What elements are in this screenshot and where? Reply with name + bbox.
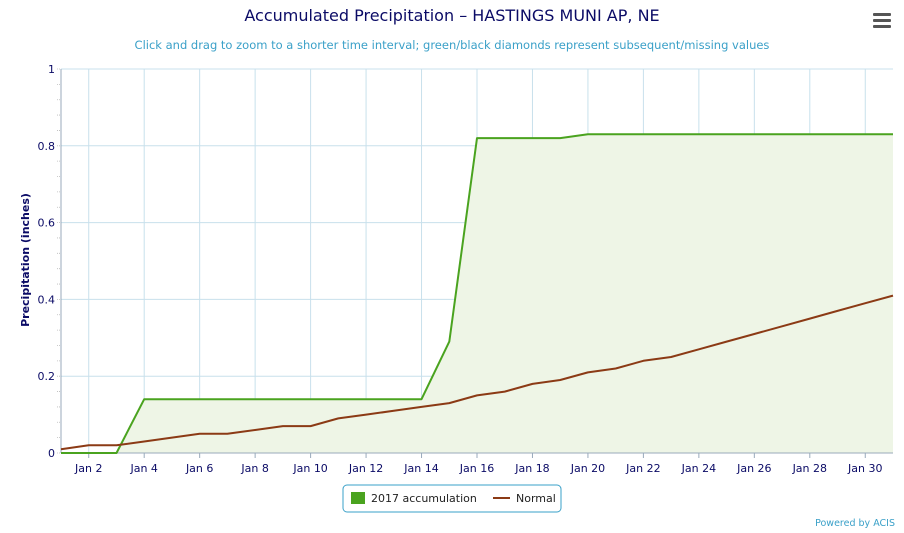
- legend-label-2017[interactable]: 2017 accumulation: [371, 492, 477, 505]
- legend-swatch-2017: [351, 492, 365, 504]
- x-tick-label: Jan 14: [403, 462, 438, 475]
- y-tick-label: 0: [48, 447, 55, 460]
- tick-labels: Jan 2 Jan 4 Jan 6 Jan 8 Jan 10 Jan 12 Jan 14 Ja…: [38, 63, 883, 475]
- series-lines: [60, 133, 894, 454]
- legend-box: [342, 484, 562, 513]
- x-tick-label: Jan 8: [240, 462, 268, 475]
- x-tick-label: Jan 28: [792, 462, 827, 475]
- legend-label-normal[interactable]: Normal: [516, 492, 556, 505]
- y-tick-label: 0.4: [38, 293, 56, 306]
- y-tick-label: 1: [48, 63, 55, 76]
- x-tick-label: Jan 30: [847, 462, 882, 475]
- x-tick-label: Jan 4: [129, 462, 157, 475]
- x-tick-label: Jan 2: [74, 462, 102, 475]
- area-layer: [61, 134, 893, 454]
- y-axis-label: Precipitation (inches): [19, 193, 32, 327]
- hamburger-menu-icon[interactable]: [873, 13, 891, 29]
- legend[interactable]: 2017 accumulation Normal: [342, 484, 562, 513]
- y-tick-label: 0.2: [38, 370, 56, 383]
- series-line-0: [61, 133, 893, 454]
- x-tick-label: Jan 20: [570, 462, 605, 475]
- x-tick-label: Jan 16: [459, 462, 494, 475]
- x-tick-label: Jan 10: [292, 462, 327, 475]
- x-tick-label: Jan 22: [625, 462, 660, 475]
- series-area-0: [61, 134, 893, 454]
- x-tick-label: Jan 6: [185, 462, 213, 475]
- series-line-1: [60, 294, 894, 451]
- y-tick-label: 0.6: [38, 217, 56, 230]
- x-tick-label: Jan 24: [681, 462, 716, 475]
- chart-subtitle: Click and drag to zoom to a shorter time…: [134, 38, 770, 52]
- powered-by-credit[interactable]: Powered by ACIS: [815, 518, 895, 529]
- axes: [57, 68, 893, 458]
- x-tick-label: Jan 18: [514, 462, 549, 475]
- y-tick-label: 0.8: [38, 140, 56, 153]
- x-tick-label: Jan 26: [736, 462, 771, 475]
- x-tick-label: Jan 12: [348, 462, 383, 475]
- chart-title: Accumulated Precipitation – HASTINGS MUN…: [244, 6, 660, 25]
